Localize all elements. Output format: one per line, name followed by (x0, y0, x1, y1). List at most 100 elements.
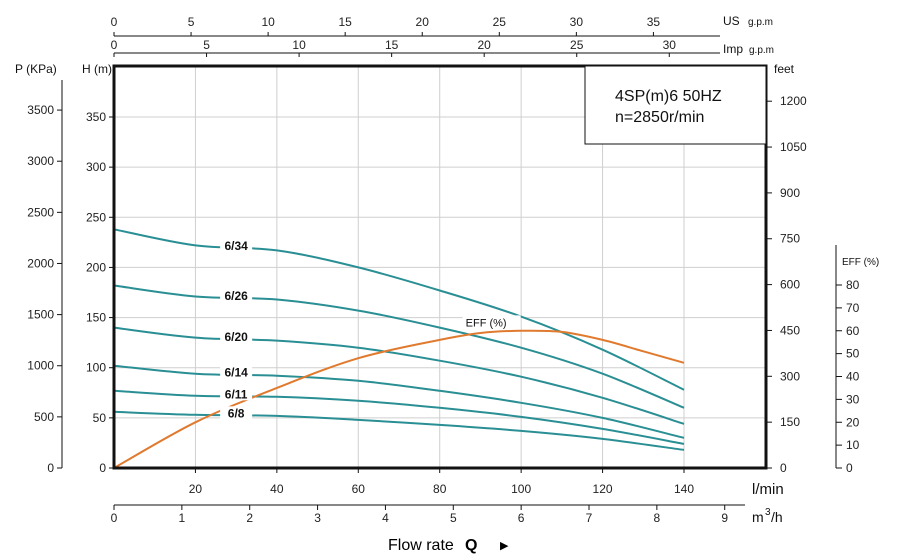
m3h-tick-label: 9 (721, 511, 728, 525)
eff-tick-label: 10 (846, 438, 860, 452)
eff-tick-label: 50 (846, 347, 860, 361)
m3h-tick-label: 4 (382, 511, 389, 525)
eff-tick-label: 30 (846, 392, 860, 406)
head-tick-label: 350 (86, 110, 106, 124)
curve-label-6-34: 6/34 (224, 239, 248, 253)
m3h-tick-label: 0 (111, 511, 118, 525)
imp-gpm-tick-label: 15 (385, 38, 399, 52)
feet-tick-label: 150 (780, 415, 800, 429)
feet-tick-label: 450 (780, 323, 800, 337)
flow-axis-label: l/min (752, 481, 784, 498)
head-tick-label: 300 (86, 160, 106, 174)
curve-label-bg (220, 238, 253, 252)
imp-gpm-tick-label: 10 (292, 38, 306, 52)
imp-gpm-tick-label: 30 (663, 38, 677, 52)
curve-label-bg (220, 330, 253, 344)
m3h-tick-label: 7 (586, 511, 593, 525)
head-tick-label: 250 (86, 210, 106, 224)
pressure-axis-label: P (KPa) (15, 62, 57, 76)
m3h-axis-label-sup: 3 (765, 507, 771, 518)
head-axis-label: H (m) (82, 62, 112, 76)
pump-curve-6-14 (113, 364, 685, 439)
imp-gpm-tick-label: 25 (570, 38, 584, 52)
speed-title: n=2850r/min (615, 109, 704, 126)
pressure-tick-label: 1000 (27, 359, 54, 373)
feet-tick-label: 600 (780, 278, 800, 292)
eff-tick-label: 0 (846, 461, 853, 475)
curve-label-bg (220, 387, 253, 401)
pressure-tick-label: 2500 (27, 205, 54, 219)
imp-gpm-tick-label: 20 (478, 38, 492, 52)
pump-curve-6-11 (113, 389, 685, 445)
flow-tick-label: 120 (593, 482, 613, 496)
head-tick-label: 50 (93, 411, 107, 425)
feet-axis-label: feet (774, 62, 795, 76)
flow-tick-label: 80 (433, 482, 447, 496)
title-box-frame (584, 65, 767, 145)
feet-tick-label: 900 (780, 186, 800, 200)
pressure-tick-label: 0 (47, 461, 54, 475)
imp-gpm-axis-sublabel: g.p.m (749, 45, 774, 56)
us-gpm-axis-label: US (723, 14, 740, 28)
curve-label-bg (220, 406, 253, 420)
us-gpm-tick-label: 35 (647, 15, 661, 29)
title-box: 4SP(m)6 50HZ n=2850r/min (584, 65, 767, 145)
imp-gpm-axis-label: Imp (723, 42, 743, 56)
flow-tick-label: 60 (352, 482, 366, 496)
top-axes: 0 5 10 15 20 25 30 35 US g.p.m0 5 10 15 20 25 30 Imp g.p.… (111, 14, 774, 57)
efficiency-curve (113, 329, 685, 469)
feet-tick-label: 1050 (780, 140, 807, 154)
eff-tick-label: 70 (846, 301, 860, 315)
m3h-tick-label: 5 (450, 511, 457, 525)
m3h-tick-label: 6 (518, 511, 525, 525)
flow-tick-label: 140 (674, 482, 694, 496)
us-gpm-tick-label: 20 (416, 15, 430, 29)
curves (113, 228, 685, 469)
pump-curve-6-20 (113, 326, 685, 425)
feet-tick-label: 300 (780, 369, 800, 383)
feet-tick-label: 0 (780, 461, 787, 475)
head-tick-label: 100 (86, 361, 106, 375)
pressure-tick-label: 1500 (27, 308, 54, 322)
head-tick-label: 200 (86, 260, 106, 274)
x-title-arrow-icon: ▶ (500, 540, 509, 552)
m3h-tick-label: 1 (179, 511, 186, 525)
us-gpm-tick-label: 0 (111, 15, 118, 29)
pressure-tick-label: 500 (34, 410, 54, 424)
pressure-tick-label: 3500 (27, 103, 54, 117)
pump-curve-6-34 (113, 228, 685, 391)
m3h-tick-label: 3 (314, 511, 321, 525)
curve-labels: 6/34 6/26 6/20 6/14 6/11 6/8 EFF (%) (220, 238, 521, 420)
eff-tick-label: 80 (846, 278, 860, 292)
curve-label-6-8: 6/8 (228, 406, 245, 420)
m3h-axis-label: m (752, 509, 764, 525)
model-title: 4SP(m)6 50HZ (615, 88, 722, 105)
feet-tick-label: 1200 (780, 94, 807, 108)
m3h-axis-label-tail: /h (771, 509, 783, 525)
eff-tick-label: 60 (846, 324, 860, 338)
imp-gpm-tick-label: 0 (111, 38, 118, 52)
curve-label-6-14: 6/14 (224, 366, 248, 380)
right-axes: 0 150 300 450 600 750 900 1050 1200 feet 0 10 20 30 40… (766, 62, 879, 475)
efficiency-curve-label: EFF (%) (466, 317, 507, 329)
eff-label-bg (462, 315, 521, 330)
head-tick-label: 150 (86, 311, 106, 325)
us-gpm-tick-label: 30 (570, 15, 584, 29)
head-tick-label: 0 (99, 461, 106, 475)
feet-tick-label: 750 (780, 232, 800, 246)
curve-label-bg (220, 289, 253, 303)
pump-curve-6-8 (113, 410, 685, 451)
pressure-tick-label: 3000 (27, 154, 54, 168)
eff-axis-label: EFF (%) (842, 257, 879, 268)
curve-label-6-20: 6/20 (224, 330, 248, 344)
x-title: Flow rate Q ▶ (388, 537, 509, 554)
imp-gpm-tick-label: 5 (203, 38, 210, 52)
eff-tick-label: 20 (846, 415, 860, 429)
pump-curve-6-26 (113, 284, 685, 409)
curve-label-bg (220, 365, 253, 379)
flow-tick-label: 20 (189, 482, 203, 496)
curve-label-6-11: 6/11 (225, 387, 248, 401)
us-gpm-tick-label: 10 (261, 15, 275, 29)
